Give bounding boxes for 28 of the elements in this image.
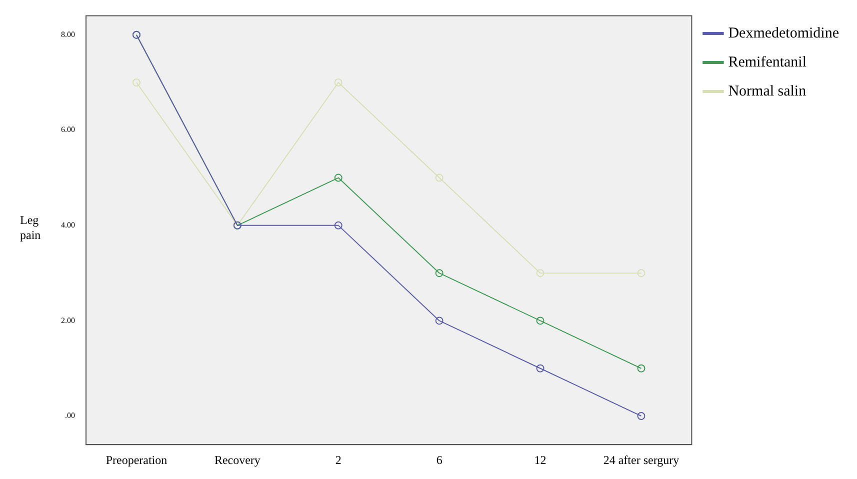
x-tick-label: 24 after sergury [603, 452, 680, 467]
point [435, 269, 444, 278]
point [435, 174, 444, 182]
x-tick-label: 2 [335, 452, 342, 467]
x-tick-label: Recovery [214, 452, 260, 467]
x-tick-label: 6 [436, 452, 442, 467]
legend-label: Normal salin [728, 83, 807, 100]
point [536, 316, 544, 325]
point [637, 412, 646, 420]
point [435, 316, 444, 325]
point [637, 364, 646, 372]
point [334, 221, 342, 230]
y-tick-label: .00 [65, 411, 75, 420]
x-tick-label: Preoperation [106, 452, 168, 467]
point [637, 269, 646, 278]
legend-label: Remifentanil [728, 54, 807, 70]
y-tick-label: 8.00 [61, 30, 75, 39]
y-tick-label: 2.00 [61, 316, 75, 325]
y-tick-label: 6.00 [61, 125, 75, 134]
y-axis-title: Leg pain [20, 213, 41, 242]
y-tick-label: 4.00 [61, 220, 75, 230]
point [334, 78, 342, 86]
legend-label: Dexmedetomidine [728, 25, 840, 42]
x-tick-label: 12 [534, 452, 546, 467]
point [536, 364, 544, 372]
point [334, 174, 342, 182]
point [536, 269, 544, 278]
point [132, 78, 140, 86]
